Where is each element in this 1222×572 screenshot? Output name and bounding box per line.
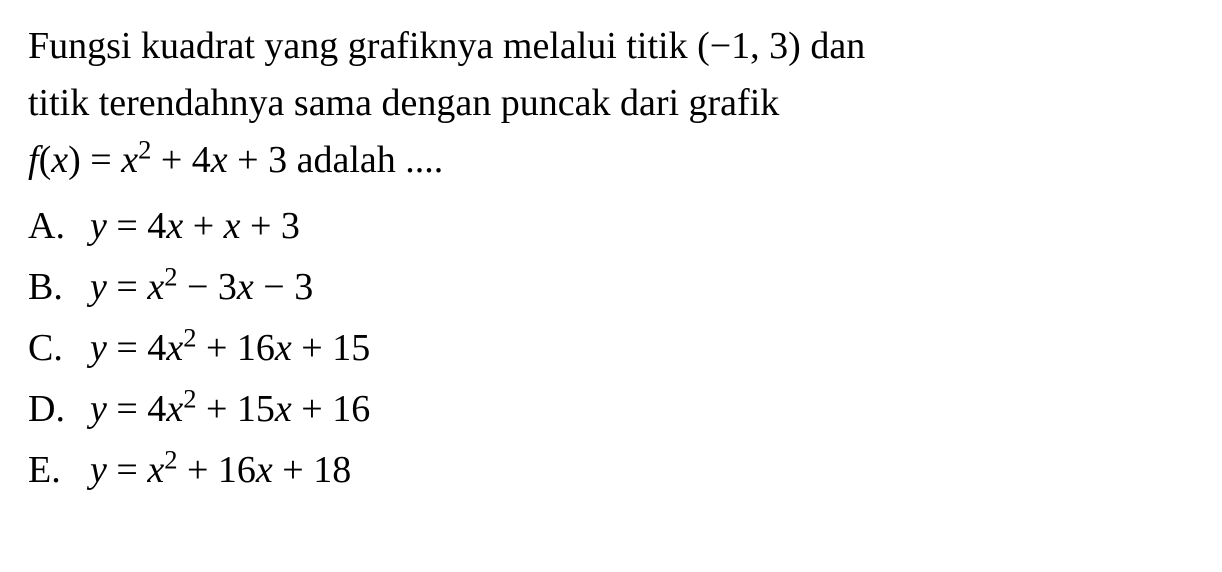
fx-paren-open: ( <box>39 139 52 181</box>
fx-eq: = <box>81 139 121 181</box>
option-b-exp: 2 <box>164 261 177 291</box>
option-c-letter: C. <box>28 319 90 378</box>
fx-plus2: + 3 <box>228 139 287 181</box>
fx-f: f <box>28 139 39 181</box>
question-tail: adalah .... <box>297 139 444 181</box>
option-c-expr: y = 4x2 + 16x + 15 <box>90 319 370 378</box>
option-b: B. y = x2 − 3x − 3 <box>28 258 1194 317</box>
option-d-exp: 2 <box>183 383 196 413</box>
question-fx: f(x) = x2 + 4x + 3 <box>28 139 297 181</box>
fx-x2: x <box>211 139 228 181</box>
option-e-exp: 2 <box>164 444 177 474</box>
question-line-2: titik terendahnya sama dengan puncak dar… <box>28 82 779 124</box>
option-a: A. y = 4x + x + 3 <box>28 197 1194 256</box>
option-d-letter: D. <box>28 380 90 439</box>
fx-var: x <box>51 139 68 181</box>
question-stem: Fungsi kuadrat yang grafiknya melalui ti… <box>28 18 1194 189</box>
option-a-letter: A. <box>28 197 90 256</box>
option-d-expr: y = 4x2 + 15x + 16 <box>90 380 370 439</box>
options-list: A. y = 4x + x + 3 B. y = x2 − 3x − 3 C. … <box>28 197 1194 499</box>
fx-x: x <box>121 139 138 181</box>
option-e-letter: E. <box>28 441 90 500</box>
option-b-expr: y = x2 − 3x − 3 <box>90 258 313 317</box>
fx-plus1: + 4 <box>151 139 210 181</box>
fx-exp: 2 <box>138 134 151 164</box>
option-a-expr: y = 4x + x + 3 <box>90 197 300 256</box>
option-b-letter: B. <box>28 258 90 317</box>
option-e: E. y = x2 + 16x + 18 <box>28 441 1194 500</box>
option-c: C. y = 4x2 + 16x + 15 <box>28 319 1194 378</box>
option-e-expr: y = x2 + 16x + 18 <box>90 441 351 500</box>
fx-paren-close: ) <box>68 139 81 181</box>
question-line-1: Fungsi kuadrat yang grafiknya melalui ti… <box>28 25 865 67</box>
option-d: D. y = 4x2 + 15x + 16 <box>28 380 1194 439</box>
option-c-exp: 2 <box>183 322 196 352</box>
